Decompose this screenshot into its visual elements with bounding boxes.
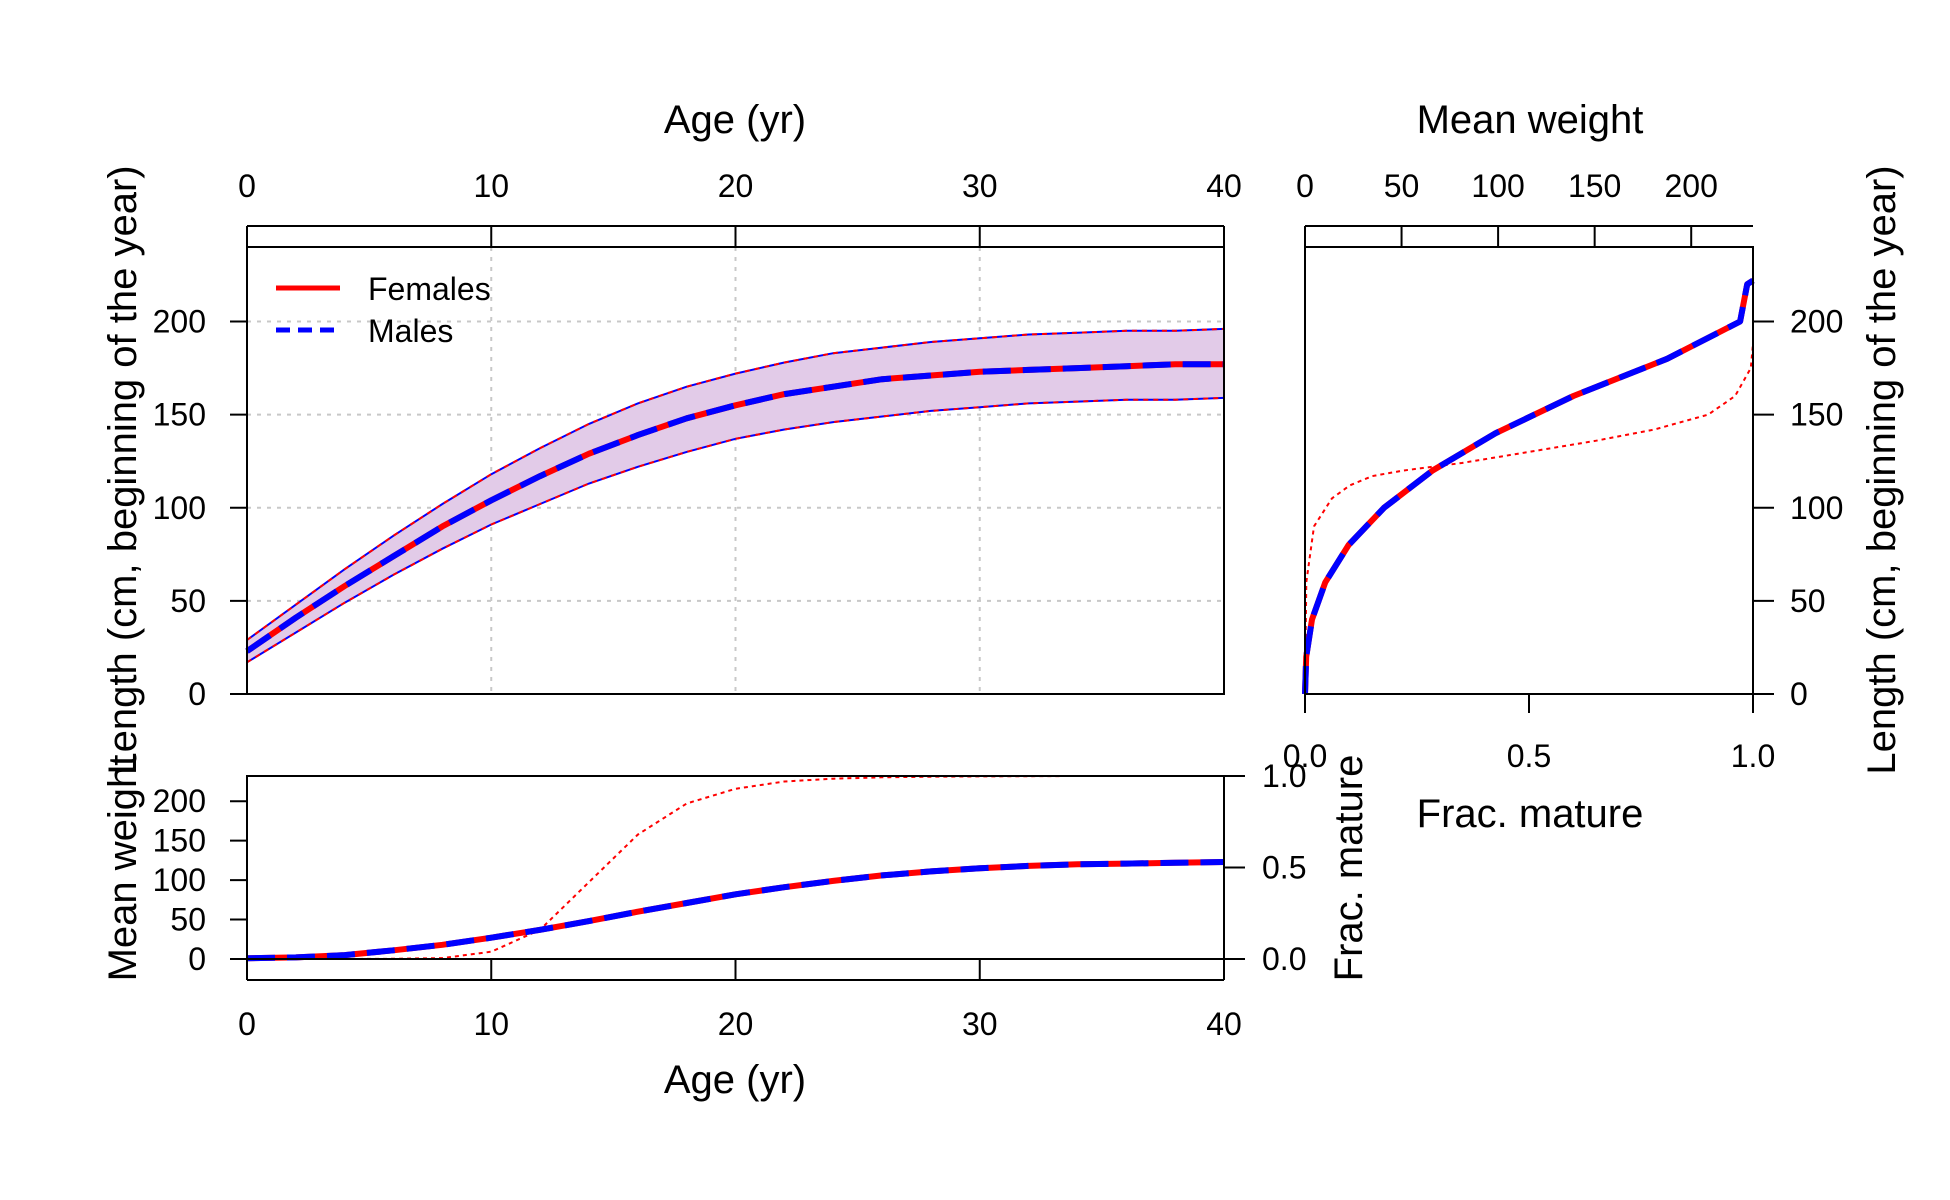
growth-left-tick-label: 200 [153, 304, 206, 340]
growth-interval-band [247, 328, 1224, 663]
growth-left-tick-label: 50 [170, 583, 206, 619]
lw-right-tick-label: 200 [1790, 304, 1843, 340]
growth-left-tick-label: 100 [153, 490, 206, 526]
lw-right-tick-label: 50 [1790, 583, 1826, 619]
wm-xlabel: Age (yr) [664, 1058, 806, 1102]
lw-right-tick-label: 100 [1790, 490, 1843, 526]
growth-upper-bound-females [246, 327, 1225, 641]
wm-bottom-tick-label: 40 [1206, 1006, 1242, 1042]
wm-right-tick-label: 0.0 [1262, 941, 1306, 977]
growth-top-tick-label: 20 [718, 168, 754, 204]
growth-mean-line-females [245, 361, 1224, 654]
legend-females-label: Females [368, 271, 491, 307]
lw-top-xlabel: Mean weight [1417, 98, 1644, 142]
wm-bottom-tick-label: 0 [238, 1006, 256, 1042]
wm-right-tick-label: 1.0 [1262, 758, 1306, 794]
growth-panel: 0 10 20 30 40 0 50 100 150 200 [153, 168, 1242, 712]
lw-bottom-tick-label: 0.0 [1283, 738, 1327, 774]
wm-left-tick-label: 0 [188, 941, 206, 977]
wm-ylabel: Mean weight [101, 755, 145, 982]
wm-right-tick-label: 0.5 [1262, 850, 1306, 886]
wm-left-tick-label: 50 [170, 902, 206, 938]
lw-top-tick-label: 0 [1296, 168, 1314, 204]
lw-right-tick-label: 150 [1790, 397, 1843, 433]
growth-top-xlabel: Age (yr) [664, 98, 806, 142]
lw-bottom-xlabel: Frac. mature [1417, 792, 1644, 836]
legend-males-label: Males [368, 313, 453, 349]
growth-lower-bound-males [246, 396, 1225, 664]
growth-left-tick-label: 150 [153, 397, 206, 433]
lw-plot-frame [1304, 246, 1754, 695]
lw-bottom-tick-label: 1.0 [1731, 738, 1775, 774]
lw-right-tick-label: 0 [1790, 676, 1808, 712]
lw-right-ylabel: Length (cm, beginning of the year) [1860, 165, 1904, 774]
lw-top-tick-label: 150 [1568, 168, 1621, 204]
growth-top-tick-label: 40 [1206, 168, 1242, 204]
wm-weight-line-males [246, 859, 1225, 962]
legend: Females Males [276, 271, 491, 349]
lw-top-tick-label: 50 [1384, 168, 1420, 204]
growth-left-tick-label: 0 [188, 676, 206, 712]
wm-bottom-tick-label: 30 [962, 1006, 998, 1042]
lw-weight-line-females [1302, 277, 1755, 695]
length-weight-panel: 0 50 100 150 200 0.0 0.5 1.0 0 50 100 150 200 [1283, 168, 1844, 774]
lw-top-tick-label: 200 [1665, 168, 1718, 204]
wm-bottom-tick-label: 10 [473, 1006, 509, 1042]
lw-top-tick-label: 100 [1471, 168, 1524, 204]
wm-bottom-tick-label: 20 [718, 1006, 754, 1042]
wm-left-tick-label: 100 [153, 862, 206, 898]
growth-top-tick-label: 10 [473, 168, 509, 204]
lw-weight-line-males [1302, 277, 1755, 695]
growth-top-tick-label: 0 [238, 168, 256, 204]
wm-plot-frame [246, 775, 1225, 960]
wm-weight-line-females [246, 859, 1225, 962]
lw-maturity-line [1304, 343, 1754, 695]
growth-top-tick-label: 30 [962, 168, 998, 204]
wm-left-tick-label: 200 [153, 783, 206, 819]
growth-ylabel: Length (cm, beginning of the year) [101, 165, 145, 774]
wm-maturity-line [247, 775, 1224, 960]
wm-left-tick-label: 150 [153, 823, 206, 859]
wm-right-ylabel: Frac. mature [1327, 755, 1371, 982]
lw-bottom-tick-label: 0.5 [1507, 738, 1551, 774]
